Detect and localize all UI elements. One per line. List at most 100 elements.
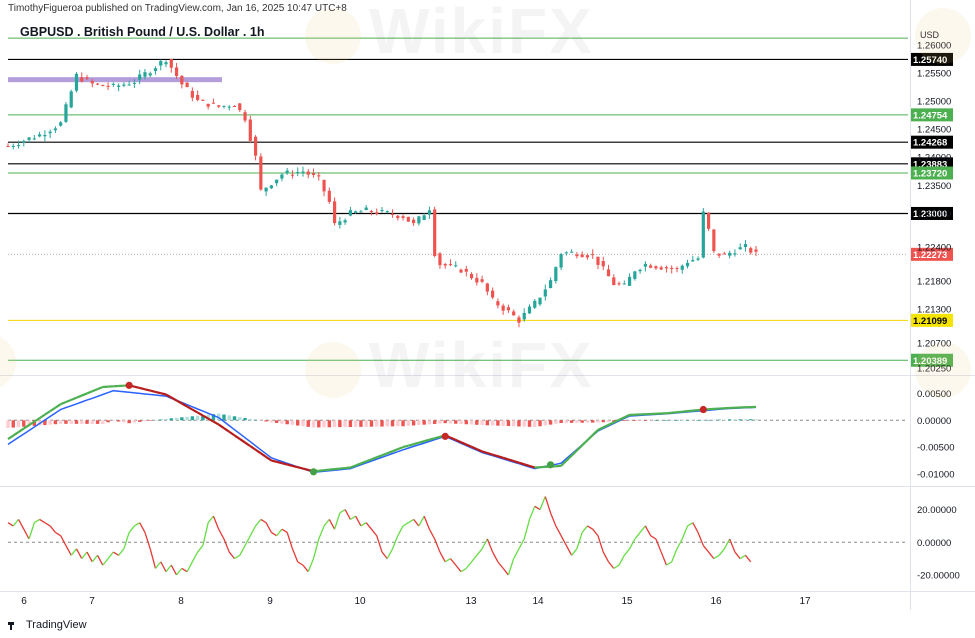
candle-body[interactable] bbox=[506, 307, 511, 311]
candle-body[interactable] bbox=[253, 136, 258, 156]
macd-cross-dot[interactable] bbox=[309, 468, 318, 476]
candle-body[interactable] bbox=[59, 122, 63, 126]
macd-cross-dot[interactable] bbox=[546, 461, 555, 469]
candle-body[interactable] bbox=[69, 91, 73, 108]
candle-body[interactable] bbox=[427, 210, 432, 215]
candle-body[interactable] bbox=[280, 174, 284, 179]
candle-body[interactable] bbox=[517, 317, 521, 323]
macd-cross-dot[interactable] bbox=[699, 405, 707, 414]
candle-body[interactable] bbox=[306, 171, 310, 175]
candle-body[interactable] bbox=[32, 138, 36, 140]
candle-body[interactable] bbox=[153, 68, 158, 72]
candle-body[interactable] bbox=[343, 220, 347, 223]
macd-line[interactable] bbox=[7, 389, 757, 474]
candle-body[interactable] bbox=[754, 249, 758, 252]
candle-body[interactable] bbox=[554, 267, 558, 282]
candle-body[interactable] bbox=[527, 306, 532, 314]
candle-body[interactable] bbox=[222, 105, 226, 107]
candle-body[interactable] bbox=[90, 81, 94, 84]
candle-body[interactable] bbox=[722, 253, 726, 255]
candle-body[interactable] bbox=[338, 221, 342, 225]
candle-body[interactable] bbox=[633, 271, 637, 279]
candle-body[interactable] bbox=[85, 77, 89, 79]
candle-body[interactable] bbox=[649, 265, 653, 268]
candle-body[interactable] bbox=[417, 216, 421, 224]
candle-body[interactable] bbox=[327, 190, 331, 202]
candle-body[interactable] bbox=[290, 174, 295, 176]
candle-body[interactable] bbox=[712, 229, 716, 252]
candle-body[interactable] bbox=[601, 260, 605, 267]
candle-body[interactable] bbox=[406, 216, 410, 222]
candle-body[interactable] bbox=[285, 170, 289, 173]
candle-body[interactable] bbox=[591, 254, 595, 256]
candle-body[interactable] bbox=[454, 265, 458, 267]
candle-body[interactable] bbox=[11, 145, 15, 147]
candle-body[interactable] bbox=[564, 252, 568, 254]
candle-body[interactable] bbox=[469, 273, 474, 279]
candle-body[interactable] bbox=[606, 269, 611, 277]
candle-body[interactable] bbox=[101, 85, 105, 87]
candle-body[interactable] bbox=[548, 280, 553, 289]
candle-body[interactable] bbox=[38, 134, 42, 137]
symbol-title[interactable]: GBPUSD . British Pound / U.S. Dollar . 1… bbox=[20, 25, 265, 39]
candle-body[interactable] bbox=[480, 279, 484, 282]
candle-body[interactable] bbox=[691, 260, 695, 262]
candle-body[interactable] bbox=[533, 300, 537, 308]
candle-body[interactable] bbox=[706, 212, 711, 229]
candle-body[interactable] bbox=[670, 267, 674, 270]
candle-body[interactable] bbox=[380, 210, 384, 212]
candle-body[interactable] bbox=[332, 201, 337, 224]
candle-body[interactable] bbox=[612, 277, 616, 286]
candle-body[interactable] bbox=[190, 90, 194, 98]
candle-body[interactable] bbox=[685, 262, 690, 267]
candle-body[interactable] bbox=[559, 254, 563, 268]
candle-body[interactable] bbox=[585, 255, 590, 258]
candle-body[interactable] bbox=[64, 104, 68, 122]
candle-body[interactable] bbox=[238, 103, 242, 111]
candle-body[interactable] bbox=[111, 83, 115, 85]
macd-cross-dot[interactable] bbox=[441, 432, 449, 440]
candle-body[interactable] bbox=[180, 75, 184, 85]
candle-body[interactable] bbox=[412, 219, 416, 224]
candle-body[interactable] bbox=[696, 258, 700, 260]
candle-body[interactable] bbox=[538, 297, 542, 305]
resistance-zone[interactable] bbox=[8, 77, 222, 83]
candle-body[interactable] bbox=[301, 171, 305, 173]
candle-body[interactable] bbox=[95, 83, 100, 85]
candle-body[interactable] bbox=[74, 73, 79, 91]
candle-body[interactable] bbox=[348, 210, 352, 216]
candle-body[interactable] bbox=[448, 264, 453, 266]
candle-body[interactable] bbox=[627, 276, 632, 286]
candle-body[interactable] bbox=[122, 84, 126, 86]
candle-body[interactable] bbox=[491, 290, 495, 298]
candle-body[interactable] bbox=[580, 254, 584, 258]
candle-body[interactable] bbox=[401, 216, 405, 218]
candle-body[interactable] bbox=[496, 301, 500, 306]
candle-body[interactable] bbox=[385, 211, 389, 213]
candle-body[interactable] bbox=[169, 59, 173, 68]
candle-body[interactable] bbox=[733, 253, 737, 255]
candle-body[interactable] bbox=[127, 84, 131, 86]
candle-body[interactable] bbox=[738, 247, 742, 250]
candle-body[interactable] bbox=[680, 265, 684, 270]
candle-body[interactable] bbox=[27, 137, 31, 140]
candle-body[interactable] bbox=[443, 264, 447, 266]
candle-body[interactable] bbox=[359, 211, 363, 213]
candle-body[interactable] bbox=[617, 283, 621, 285]
candle-body[interactable] bbox=[464, 268, 468, 272]
candle-body[interactable] bbox=[396, 215, 400, 219]
candle-body[interactable] bbox=[206, 103, 210, 107]
candle-body[interactable] bbox=[16, 145, 21, 147]
candle-body[interactable] bbox=[138, 74, 142, 80]
candle-body[interactable] bbox=[22, 140, 26, 143]
candle-body[interactable] bbox=[659, 267, 663, 270]
candle-body[interactable] bbox=[248, 119, 252, 141]
candle-body[interactable] bbox=[143, 72, 147, 77]
candle-body[interactable] bbox=[232, 106, 237, 108]
candle-body[interactable] bbox=[422, 215, 426, 221]
candle-body[interactable] bbox=[217, 105, 221, 107]
candle-body[interactable] bbox=[48, 131, 52, 134]
candle-body[interactable] bbox=[438, 253, 442, 266]
candle-body[interactable] bbox=[201, 99, 205, 101]
candle-body[interactable] bbox=[80, 77, 84, 82]
